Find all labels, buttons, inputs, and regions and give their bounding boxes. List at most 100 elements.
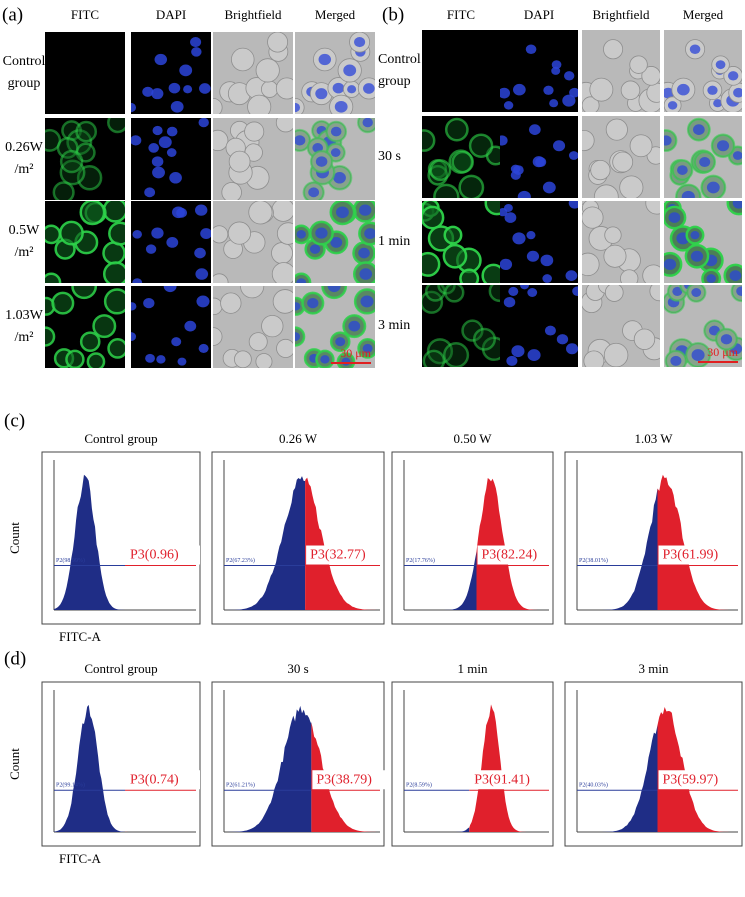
nucleus	[664, 135, 672, 146]
cell	[276, 338, 293, 358]
nucleus	[194, 247, 206, 259]
histogram-p3	[305, 477, 380, 610]
cell	[603, 244, 627, 268]
cell	[271, 242, 293, 265]
cell	[267, 32, 289, 53]
nucleus	[172, 206, 185, 219]
nucleus	[132, 230, 142, 239]
nucleus	[542, 181, 556, 194]
cell	[275, 118, 293, 133]
nucleus	[359, 204, 372, 216]
nucleus	[568, 151, 578, 160]
nucleus	[168, 82, 181, 94]
gate-p2-label: P2(61.21%)	[226, 782, 255, 789]
nucleus	[190, 37, 202, 48]
nucleus	[512, 232, 526, 245]
micrograph	[582, 116, 660, 198]
histogram-p3	[311, 722, 380, 832]
nucleus	[736, 286, 742, 296]
cell	[620, 80, 641, 101]
nucleus	[542, 274, 553, 283]
nucleus	[143, 298, 155, 309]
gate-p3-label: P3(61.99)	[663, 548, 719, 563]
micrograph	[45, 118, 125, 200]
cell	[645, 201, 660, 215]
cell-green	[488, 285, 500, 303]
axis-label: FITC-A	[59, 629, 102, 644]
nucleus	[503, 297, 516, 308]
cell	[240, 286, 265, 299]
histogram-p2	[224, 705, 312, 832]
cell	[272, 289, 293, 314]
gate-p2-label: P2(98.99%)	[56, 557, 85, 564]
cell-green	[103, 288, 125, 315]
cell	[248, 201, 273, 225]
histogram-p2	[224, 476, 306, 610]
cell	[649, 285, 660, 302]
nucleus	[732, 201, 742, 209]
nucleus	[198, 343, 209, 353]
cell-green	[52, 181, 75, 200]
cell	[603, 342, 629, 367]
plot-title: 0.26 W	[279, 431, 318, 446]
row-label: group	[8, 76, 41, 91]
micrograph	[500, 30, 578, 112]
row-label: 0.26W	[5, 140, 44, 155]
micrograph	[295, 118, 375, 200]
cell-green	[75, 120, 98, 143]
nucleus	[156, 355, 166, 364]
micrograph	[664, 116, 742, 198]
micrograph	[131, 201, 211, 283]
cell-green	[422, 205, 445, 230]
cell-green	[461, 319, 484, 342]
gate-p2-label: P2(8.59%)	[406, 782, 432, 789]
micrograph	[664, 201, 742, 283]
nucleus	[199, 83, 211, 94]
cell-green	[426, 338, 454, 365]
cell-green	[442, 342, 470, 367]
cell-green	[59, 149, 84, 174]
nucleus	[154, 53, 168, 66]
nucleus	[315, 156, 328, 167]
nucleus	[333, 172, 346, 184]
row-label: 0.5W	[9, 223, 41, 238]
cell	[271, 262, 293, 283]
cell-green	[79, 331, 101, 353]
gate-p3-label: P3(0.74)	[130, 772, 179, 787]
nucleus	[327, 286, 341, 293]
nucleus	[500, 135, 508, 146]
nucleus	[706, 274, 717, 283]
gate-label-bg	[470, 770, 545, 790]
nucleus	[691, 288, 702, 297]
nucleus	[296, 278, 307, 283]
micrograph	[131, 286, 211, 368]
plot-frame	[391, 451, 554, 625]
nucleus	[166, 237, 179, 248]
nucleus	[691, 349, 705, 362]
panel-label: (b)	[382, 4, 404, 25]
nucleus	[330, 126, 342, 137]
cell-green	[45, 326, 56, 347]
panel-label: (c)	[4, 410, 25, 431]
column-header: Merged	[683, 7, 724, 22]
nucleus	[720, 334, 733, 345]
nucleus	[543, 85, 554, 95]
nucleus	[690, 231, 700, 240]
gate-p2-label: P2(67.23%)	[226, 557, 255, 564]
micrograph	[500, 201, 578, 283]
nucleus	[295, 332, 301, 342]
cell	[244, 121, 265, 142]
micrograph	[295, 32, 375, 114]
cell-green	[472, 327, 497, 351]
cell	[612, 151, 634, 173]
nucleus	[699, 157, 711, 168]
histogram-p2	[404, 551, 477, 610]
plot-frame	[391, 681, 554, 847]
nucleus	[668, 212, 681, 223]
nucleus	[151, 227, 164, 239]
cell	[589, 77, 614, 102]
nucleus	[526, 231, 536, 240]
nucleus	[195, 268, 209, 280]
micrograph	[131, 118, 211, 200]
plot-frame	[41, 681, 201, 847]
